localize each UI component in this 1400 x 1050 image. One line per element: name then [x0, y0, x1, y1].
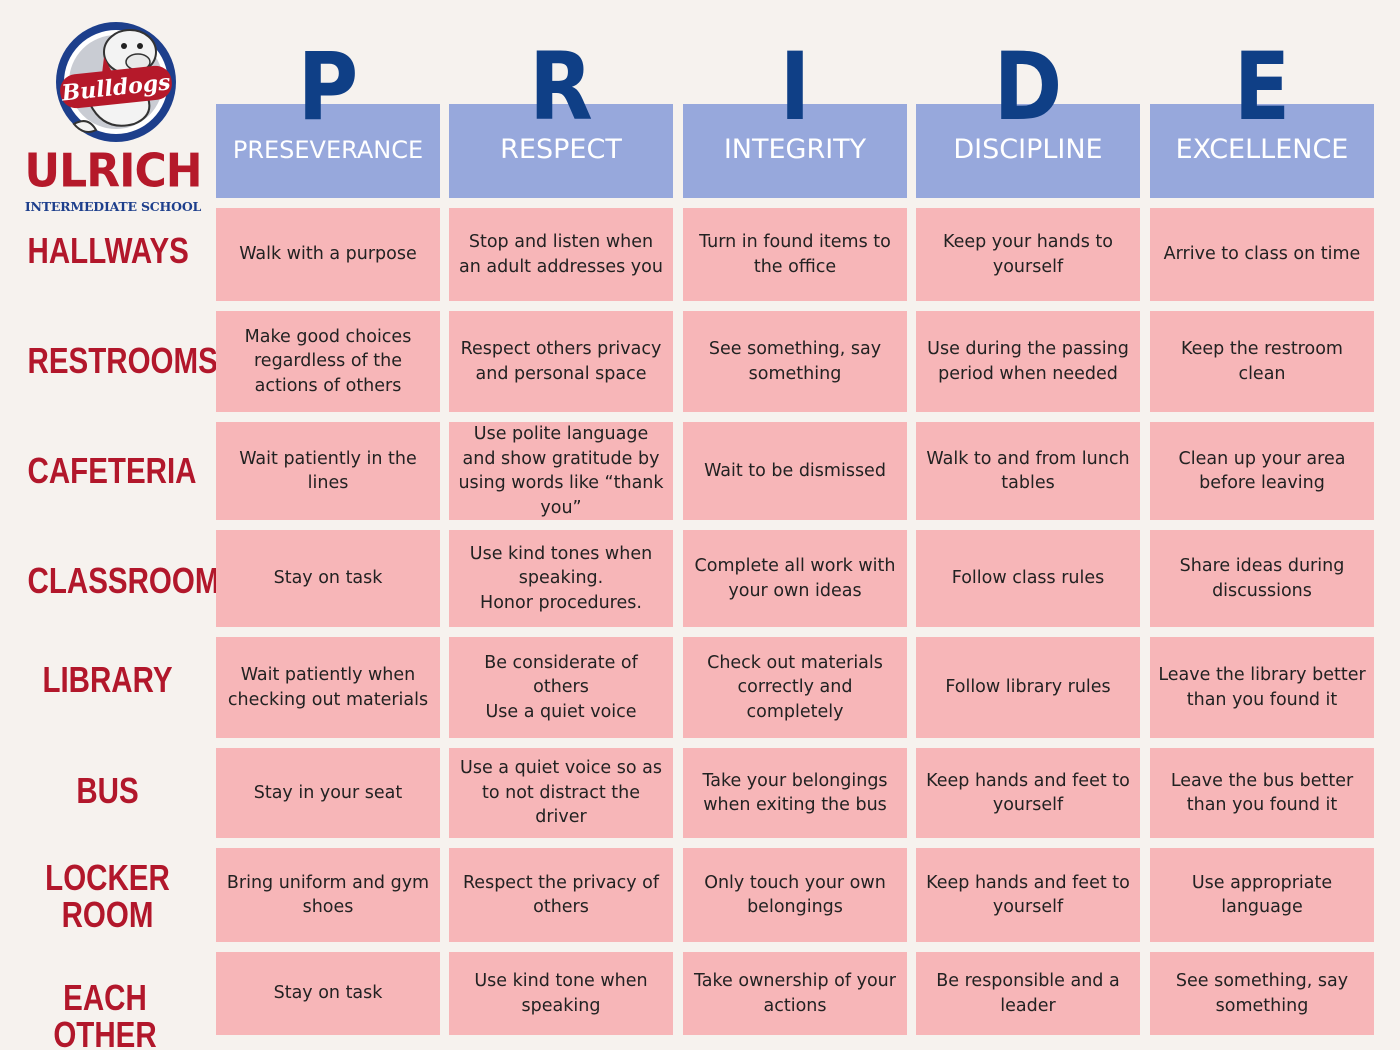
matrix-cell: Clean up your area before leaving: [1150, 422, 1374, 520]
matrix-cell: Follow library rules: [916, 637, 1140, 738]
column-header-discipline: DISCIPLINE: [916, 104, 1140, 198]
school-subtitle: INTERMEDIATE SCHOOL: [24, 199, 202, 214]
matrix-cell: Check out materials correctly and comple…: [683, 637, 907, 738]
pride-letter-i: I: [779, 33, 811, 142]
pride-letter-p: P: [297, 33, 359, 142]
row-label-hallways: HALLWAYS: [27, 230, 189, 271]
row-label-restrooms: RESTROOMS: [27, 340, 218, 381]
row-label-locker-room: LOCKER ROOM: [45, 857, 170, 935]
matrix-cell: Stay on task: [216, 530, 440, 627]
column-header-label: INTEGRITY: [723, 134, 867, 165]
matrix-cell: Respect the privacy of others: [449, 848, 673, 942]
matrix-cell: Share ideas during discussions: [1150, 530, 1374, 627]
column-header-label: DISCIPLINE: [953, 134, 1103, 165]
pride-letter-r: R: [529, 33, 593, 142]
matrix-cell: Keep hands and feet to yourself: [916, 748, 1140, 838]
column-header-integrity: INTEGRITY: [683, 104, 907, 198]
matrix-cell: Wait to be dismissed: [683, 422, 907, 520]
bulldog-mascot-icon: Bulldogs: [56, 22, 176, 142]
matrix-cell: Leave the library better than you found …: [1150, 637, 1374, 738]
column-header-label: PRESEVERANCE: [232, 136, 424, 164]
matrix-cell: Keep hands and feet to yourself: [916, 848, 1140, 942]
matrix-cell: Take ownership of your actions: [683, 952, 907, 1035]
matrix-cell: Bring uniform and gym shoes: [216, 848, 440, 942]
column-header-excellence: EXCELLENCE: [1150, 104, 1374, 198]
column-header-perseverance: PRESEVERANCE: [216, 104, 440, 198]
pride-letter-e: E: [1233, 33, 1291, 142]
matrix-cell: Be responsible and a leader: [916, 952, 1140, 1035]
matrix-cell: Be considerate of others Use a quiet voi…: [449, 637, 673, 738]
pride-letter-d: D: [993, 33, 1063, 142]
matrix-cell: Turn in found items to the office: [683, 208, 907, 301]
matrix-cell: Keep the restroom clean: [1150, 311, 1374, 412]
row-label-cafeteria: CAFETERIA: [27, 450, 197, 491]
school-logo: Bulldogs ULRICH INTERMEDIATE SCHOOL: [18, 12, 208, 214]
matrix-cell: Keep your hands to yourself: [916, 208, 1140, 301]
matrix-cell: Stay on task: [216, 952, 440, 1035]
matrix-cell: Only touch your own belongings: [683, 848, 907, 942]
row-label-classroom: CLASSROOM: [27, 560, 220, 601]
matrix-cell: Make good choices regardless of the acti…: [216, 311, 440, 412]
matrix-cell: Stay in your seat: [216, 748, 440, 838]
matrix-cell: Wait patiently when checking out materia…: [216, 637, 440, 738]
matrix-cell: Stop and listen when an adult addresses …: [449, 208, 673, 301]
matrix-cell: Leave the bus better than you found it: [1150, 748, 1374, 838]
matrix-cell: Use kind tone when speaking: [449, 952, 673, 1035]
matrix-cell: Complete all work with your own ideas: [683, 530, 907, 627]
row-label-library: LIBRARY: [42, 659, 173, 700]
matrix-cell: Wait patiently in the lines: [216, 422, 440, 520]
row-label-each-other: EACH OTHER: [53, 977, 157, 1050]
matrix-cell: See something, say something: [1150, 952, 1374, 1035]
matrix-cell: Use appropriate language: [1150, 848, 1374, 942]
matrix-cell: Arrive to class on time: [1150, 208, 1374, 301]
matrix-cell: Use kind tones when speaking. Honor proc…: [449, 530, 673, 627]
column-header-label: RESPECT: [500, 134, 622, 165]
matrix-cell: Use during the passing period when neede…: [916, 311, 1140, 412]
school-name: ULRICH: [24, 144, 202, 199]
column-header-label: EXCELLENCE: [1175, 134, 1349, 165]
matrix-cell: Walk with a purpose: [216, 208, 440, 301]
row-label-bus: BUS: [76, 770, 139, 811]
matrix-cell: Walk to and from lunch tables: [916, 422, 1140, 520]
column-header-respect: RESPECT: [449, 104, 673, 198]
matrix-cell: See something, say something: [683, 311, 907, 412]
matrix-cell: Take your belongings when exiting the bu…: [683, 748, 907, 838]
matrix-cell: Use a quiet voice so as to not distract …: [449, 748, 673, 838]
matrix-cell: Follow class rules: [916, 530, 1140, 627]
matrix-cell: Use polite language and show gratitude b…: [449, 422, 673, 520]
matrix-cell: Respect others privacy and personal spac…: [449, 311, 673, 412]
